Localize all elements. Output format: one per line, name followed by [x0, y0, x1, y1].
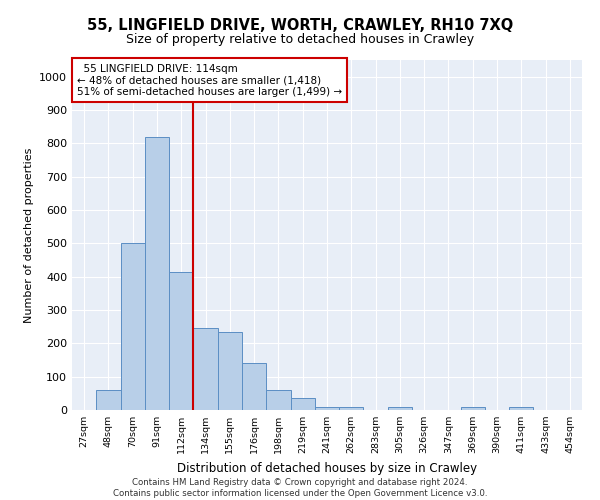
Bar: [339, 406, 364, 410]
Bar: [193, 328, 218, 410]
Bar: [96, 390, 121, 410]
Bar: [266, 390, 290, 410]
Text: Contains HM Land Registry data © Crown copyright and database right 2024.
Contai: Contains HM Land Registry data © Crown c…: [113, 478, 487, 498]
Bar: [290, 398, 315, 410]
Bar: [242, 364, 266, 410]
Bar: [169, 272, 193, 410]
Bar: [461, 406, 485, 410]
Bar: [218, 332, 242, 410]
Bar: [121, 244, 145, 410]
X-axis label: Distribution of detached houses by size in Crawley: Distribution of detached houses by size …: [177, 462, 477, 474]
Text: 55, LINGFIELD DRIVE, WORTH, CRAWLEY, RH10 7XQ: 55, LINGFIELD DRIVE, WORTH, CRAWLEY, RH1…: [87, 18, 513, 32]
Text: 55 LINGFIELD DRIVE: 114sqm
← 48% of detached houses are smaller (1,418)
51% of s: 55 LINGFIELD DRIVE: 114sqm ← 48% of deta…: [77, 64, 342, 96]
Text: Size of property relative to detached houses in Crawley: Size of property relative to detached ho…: [126, 32, 474, 46]
Bar: [388, 406, 412, 410]
Bar: [315, 406, 339, 410]
Bar: [509, 406, 533, 410]
Bar: [145, 136, 169, 410]
Y-axis label: Number of detached properties: Number of detached properties: [23, 148, 34, 322]
